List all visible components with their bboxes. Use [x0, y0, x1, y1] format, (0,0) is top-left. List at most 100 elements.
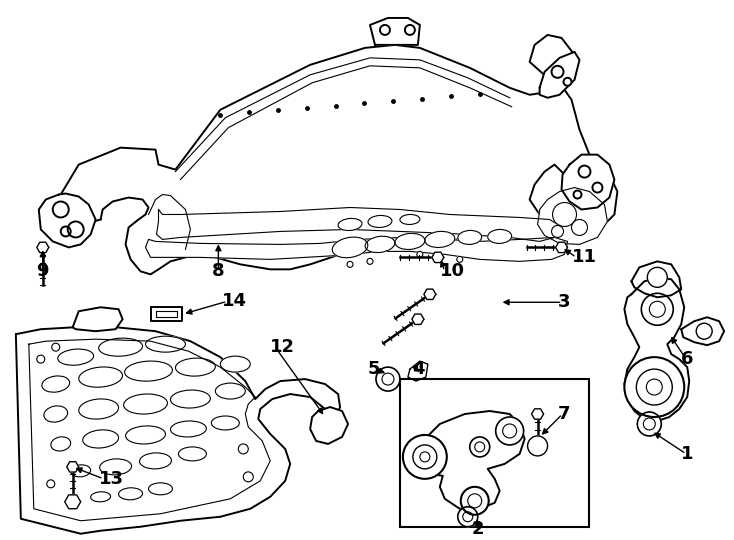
Ellipse shape	[139, 453, 172, 469]
Ellipse shape	[79, 399, 119, 419]
Circle shape	[553, 202, 576, 226]
Polygon shape	[39, 193, 95, 247]
Polygon shape	[531, 409, 544, 419]
Ellipse shape	[400, 214, 420, 225]
Text: 5: 5	[368, 360, 380, 378]
Circle shape	[420, 452, 430, 462]
Polygon shape	[67, 462, 79, 472]
Circle shape	[61, 226, 70, 237]
Circle shape	[625, 357, 684, 417]
Polygon shape	[556, 242, 567, 253]
Ellipse shape	[425, 231, 455, 247]
Circle shape	[382, 373, 394, 385]
Ellipse shape	[220, 356, 250, 372]
Circle shape	[643, 418, 655, 430]
Polygon shape	[432, 252, 444, 262]
Ellipse shape	[170, 390, 211, 408]
Ellipse shape	[395, 233, 425, 249]
Text: 13: 13	[98, 470, 123, 488]
Polygon shape	[156, 311, 178, 317]
Ellipse shape	[178, 447, 206, 461]
Text: 7: 7	[558, 405, 570, 423]
Ellipse shape	[83, 430, 119, 448]
Circle shape	[572, 219, 587, 235]
Circle shape	[53, 201, 69, 218]
Circle shape	[573, 191, 581, 199]
Circle shape	[468, 494, 482, 508]
Circle shape	[376, 367, 400, 391]
Ellipse shape	[126, 426, 165, 444]
Text: 8: 8	[212, 262, 225, 280]
Ellipse shape	[170, 421, 206, 437]
Circle shape	[461, 487, 489, 515]
Polygon shape	[65, 495, 81, 509]
Circle shape	[403, 435, 447, 479]
Circle shape	[578, 166, 590, 178]
Ellipse shape	[123, 394, 167, 414]
Circle shape	[470, 437, 490, 457]
Circle shape	[243, 472, 253, 482]
Circle shape	[68, 221, 84, 238]
Ellipse shape	[215, 383, 245, 399]
Ellipse shape	[487, 230, 512, 244]
Text: 2: 2	[471, 519, 484, 538]
Polygon shape	[424, 289, 436, 300]
Polygon shape	[412, 314, 424, 325]
Circle shape	[239, 444, 248, 454]
Ellipse shape	[175, 358, 215, 376]
Circle shape	[47, 480, 55, 488]
Polygon shape	[537, 187, 608, 245]
Circle shape	[495, 417, 523, 445]
Text: 14: 14	[222, 292, 247, 310]
Polygon shape	[415, 411, 525, 509]
Ellipse shape	[91, 492, 111, 502]
Text: 1: 1	[681, 445, 694, 463]
Circle shape	[52, 343, 59, 351]
Circle shape	[592, 183, 603, 193]
Circle shape	[367, 258, 373, 265]
Circle shape	[637, 412, 661, 436]
Polygon shape	[681, 317, 724, 345]
Circle shape	[437, 254, 443, 260]
Ellipse shape	[119, 488, 142, 500]
Circle shape	[475, 442, 484, 452]
Ellipse shape	[79, 367, 123, 387]
Polygon shape	[37, 242, 48, 253]
Circle shape	[697, 323, 712, 339]
Text: 6: 6	[681, 350, 694, 368]
Ellipse shape	[338, 218, 362, 231]
Circle shape	[650, 301, 665, 317]
Polygon shape	[408, 361, 428, 381]
Text: 3: 3	[558, 293, 570, 311]
Text: 9: 9	[37, 262, 49, 280]
Ellipse shape	[211, 416, 239, 430]
Polygon shape	[562, 154, 614, 210]
Circle shape	[647, 379, 662, 395]
Polygon shape	[16, 327, 340, 534]
Polygon shape	[631, 261, 681, 298]
Circle shape	[458, 507, 478, 526]
Text: 10: 10	[440, 262, 465, 280]
Ellipse shape	[368, 215, 392, 227]
Circle shape	[457, 256, 462, 262]
Ellipse shape	[145, 336, 186, 352]
Ellipse shape	[70, 465, 90, 477]
Text: 11: 11	[572, 248, 597, 266]
Circle shape	[647, 267, 667, 287]
Polygon shape	[145, 238, 567, 261]
Ellipse shape	[333, 237, 368, 258]
Ellipse shape	[148, 483, 172, 495]
Ellipse shape	[58, 349, 94, 365]
Circle shape	[37, 355, 45, 363]
Polygon shape	[370, 18, 420, 45]
Polygon shape	[156, 207, 558, 241]
Ellipse shape	[125, 361, 172, 381]
Circle shape	[564, 78, 572, 86]
Circle shape	[551, 66, 564, 78]
Circle shape	[417, 252, 423, 258]
Circle shape	[347, 261, 353, 267]
Text: 4: 4	[412, 360, 424, 378]
Circle shape	[405, 25, 415, 35]
Text: 12: 12	[270, 338, 295, 356]
Ellipse shape	[44, 406, 68, 422]
